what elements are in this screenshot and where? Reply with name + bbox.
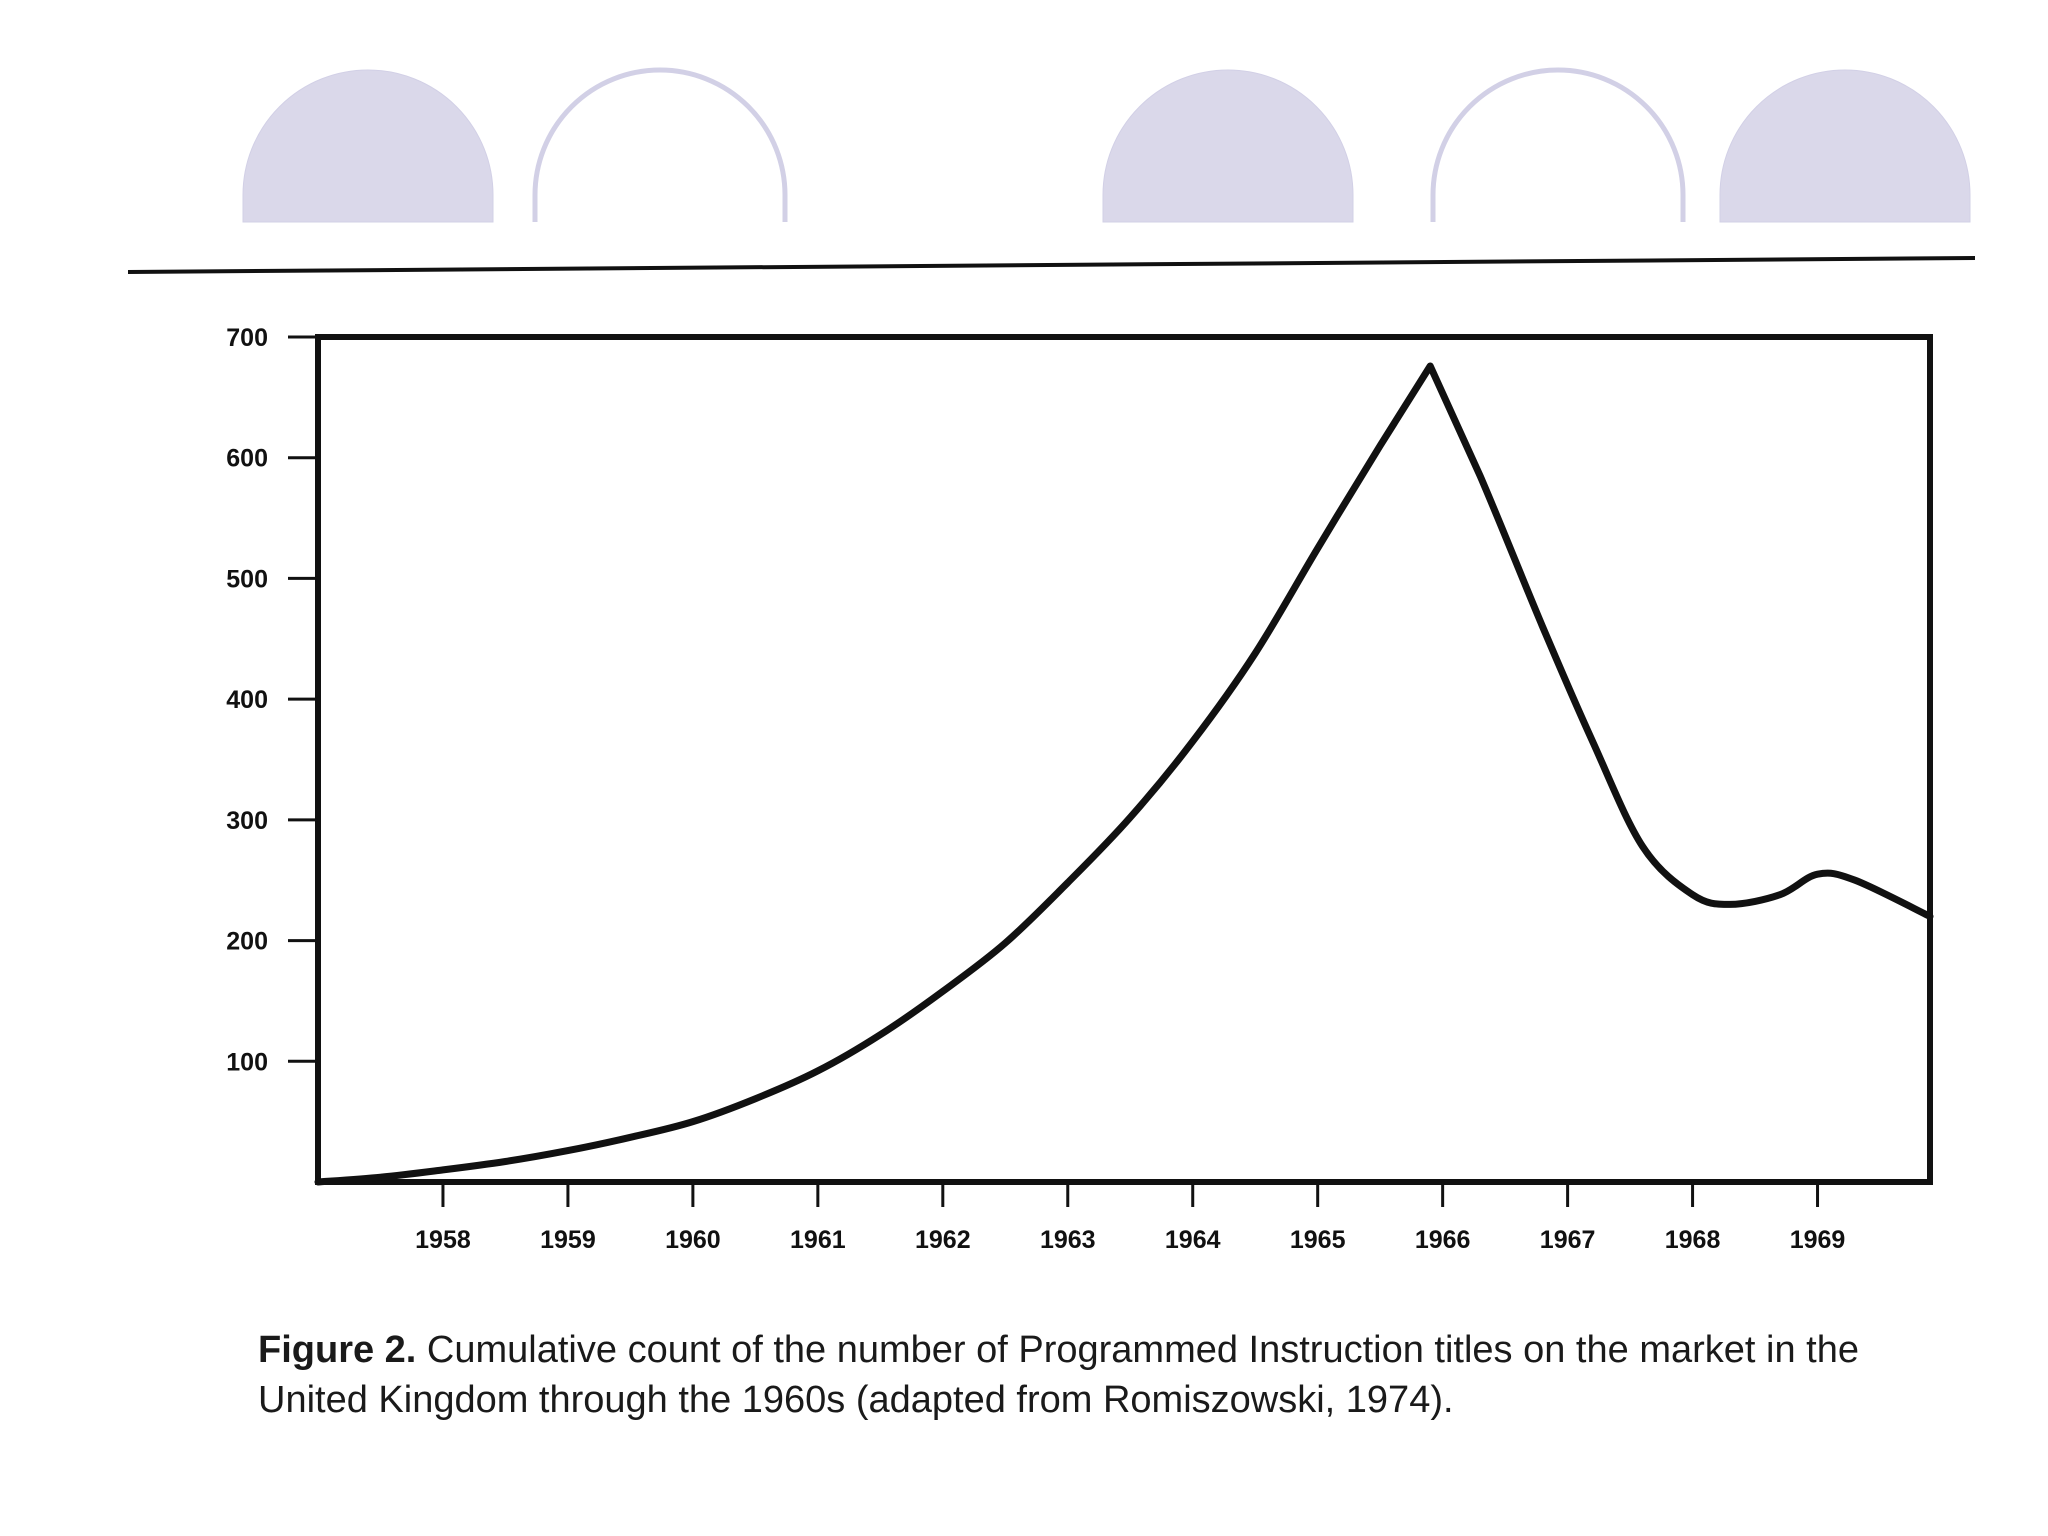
y-axis: 100 200 300 400 500 600 700 bbox=[226, 324, 318, 1076]
plot-frame bbox=[315, 334, 1933, 1185]
y-tick-label-300: 300 bbox=[226, 807, 268, 835]
series-line bbox=[314, 362, 1934, 1186]
y-tick-label-700: 700 bbox=[226, 324, 268, 352]
y-tick-label-500: 500 bbox=[226, 565, 268, 593]
x-tick-label-1966: 1966 bbox=[1415, 1226, 1471, 1254]
decorative-circle-filled bbox=[1102, 69, 1354, 223]
series-points bbox=[316, 364, 1932, 1184]
decorative-circle-outline bbox=[532, 67, 788, 222]
x-tick-label-1964: 1964 bbox=[1165, 1226, 1221, 1254]
figure-caption-text: Cumulative count of the number of Progra… bbox=[258, 1329, 1859, 1421]
x-tick-label-1969: 1969 bbox=[1790, 1226, 1846, 1254]
y-tick-label-100: 100 bbox=[226, 1048, 268, 1076]
x-axis: 1958 1959 1960 1961 1962 1963 1964 1965 1966 1967… bbox=[415, 1182, 1845, 1254]
y-tick-label-600: 600 bbox=[226, 445, 268, 473]
decorative-circles bbox=[242, 67, 1971, 223]
x-tick-label-1961: 1961 bbox=[790, 1226, 846, 1254]
x-tick-label-1958: 1958 bbox=[415, 1226, 471, 1254]
y-tick-label-200: 200 bbox=[226, 928, 268, 956]
decorative-header bbox=[127, 67, 1976, 274]
decorative-circle-filled bbox=[242, 69, 494, 223]
x-tick-label-1968: 1968 bbox=[1665, 1226, 1721, 1254]
figure-caption: Figure 2. Cumulative count of the number… bbox=[258, 1325, 1958, 1425]
y-tick-label-400: 400 bbox=[226, 686, 268, 714]
figure-label: Figure 2. bbox=[258, 1329, 417, 1371]
decorative-circle-filled bbox=[1719, 69, 1971, 223]
x-tick-label-1959: 1959 bbox=[540, 1226, 596, 1254]
x-tick-label-1967: 1967 bbox=[1540, 1226, 1596, 1254]
x-tick-label-1965: 1965 bbox=[1290, 1226, 1346, 1254]
header-rule bbox=[127, 256, 1976, 274]
x-tick-label-1960: 1960 bbox=[665, 1226, 721, 1254]
x-tick-label-1963: 1963 bbox=[1040, 1226, 1096, 1254]
x-tick-label-1962: 1962 bbox=[915, 1226, 971, 1254]
decorative-circle-outline bbox=[1430, 67, 1686, 222]
